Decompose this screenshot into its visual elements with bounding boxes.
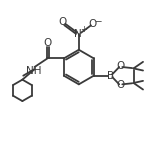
Text: O: O [59,17,67,27]
Text: O: O [89,19,97,29]
Text: O: O [116,61,125,71]
Text: NH: NH [26,66,41,76]
Text: O: O [43,38,52,48]
Text: O: O [116,80,125,90]
Text: +: + [80,25,87,34]
Text: B: B [107,71,114,81]
Text: N: N [74,29,82,39]
Text: −: − [94,16,101,25]
